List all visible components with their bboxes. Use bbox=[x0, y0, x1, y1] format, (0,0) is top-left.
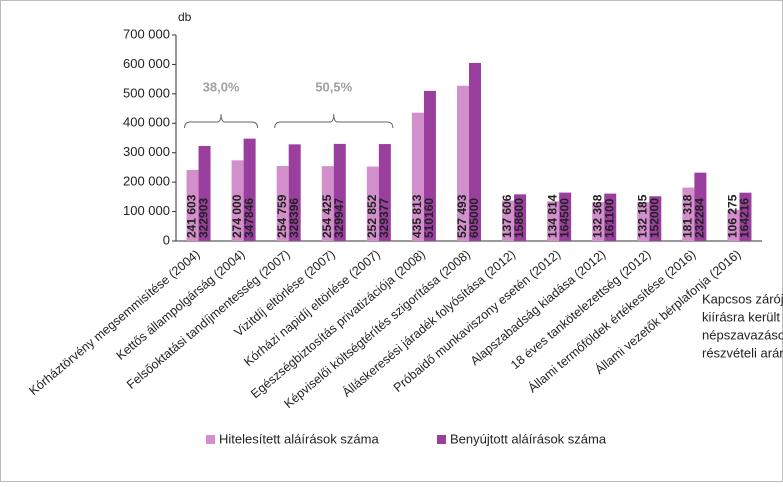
value-label: 322903 bbox=[197, 198, 211, 238]
bar bbox=[378, 144, 391, 241]
value-label: 132 185 bbox=[635, 194, 649, 238]
value-label: 232284 bbox=[693, 198, 707, 238]
bar bbox=[502, 200, 515, 241]
bar bbox=[411, 112, 424, 241]
y-tick-label: 500 000 bbox=[123, 85, 170, 100]
value-label: 527 493 bbox=[455, 194, 469, 238]
legend-swatch bbox=[206, 435, 215, 444]
value-label: 252 852 bbox=[365, 194, 379, 238]
note: részvételi aránya. bbox=[702, 345, 783, 360]
bar bbox=[276, 166, 289, 241]
bar bbox=[547, 201, 560, 241]
y-tick-label: 300 000 bbox=[123, 144, 170, 159]
y-tick-label: 200 000 bbox=[123, 174, 170, 189]
bar bbox=[604, 193, 617, 241]
bar bbox=[469, 62, 481, 242]
bar bbox=[649, 196, 662, 241]
bar bbox=[514, 194, 527, 241]
bracket bbox=[184, 113, 259, 129]
value-label: 329377 bbox=[377, 198, 391, 238]
bar bbox=[592, 202, 605, 241]
y-tick-label: 100 000 bbox=[123, 203, 170, 218]
y-tick-label: 400 000 bbox=[123, 115, 170, 130]
value-label: 347846 bbox=[242, 198, 256, 238]
y-unit: db bbox=[178, 10, 192, 24]
legend-swatch bbox=[437, 435, 446, 444]
value-label: 134 814 bbox=[545, 194, 559, 238]
annotation: 38,0% bbox=[203, 79, 240, 94]
value-label: 510160 bbox=[422, 198, 436, 238]
bar bbox=[423, 90, 436, 241]
value-label: 254 425 bbox=[320, 194, 334, 238]
value-label: 132 368 bbox=[590, 194, 604, 238]
bar bbox=[198, 145, 211, 241]
note: népszavazások bbox=[702, 327, 783, 342]
bar bbox=[559, 192, 572, 241]
bar bbox=[694, 172, 707, 241]
bar bbox=[637, 202, 650, 241]
bar bbox=[457, 85, 469, 241]
bar bbox=[333, 143, 346, 241]
value-label: 164216 bbox=[738, 198, 752, 238]
bar bbox=[186, 169, 199, 241]
value-label: 158600 bbox=[512, 198, 526, 238]
value-label: 435 813 bbox=[410, 194, 424, 238]
bar bbox=[727, 209, 740, 241]
bar bbox=[682, 187, 695, 241]
note: Kapcsos zárójel: a bbox=[702, 291, 783, 306]
y-tick-label: 700 000 bbox=[123, 26, 170, 41]
value-label: 605000 bbox=[467, 198, 481, 238]
value-label: 164500 bbox=[557, 198, 571, 238]
value-label: 241 603 bbox=[185, 194, 199, 238]
bar bbox=[288, 144, 301, 241]
bar bbox=[366, 166, 379, 241]
note: kiírásra került bbox=[702, 309, 780, 324]
bar bbox=[243, 138, 256, 241]
legend-label: Hitelesített aláírások száma bbox=[219, 431, 379, 446]
value-label: 274 000 bbox=[230, 194, 244, 238]
bar bbox=[321, 166, 334, 241]
value-label: 329947 bbox=[332, 198, 346, 238]
bracket bbox=[274, 113, 394, 129]
bar bbox=[231, 160, 244, 241]
bar bbox=[739, 192, 752, 241]
value-label: 161100 bbox=[602, 198, 616, 238]
legend-label: Benyújtott aláírások száma bbox=[450, 431, 607, 446]
value-label: 152000 bbox=[647, 198, 661, 238]
y-tick-label: 0 bbox=[163, 232, 170, 247]
annotation: 50,5% bbox=[315, 79, 352, 94]
value-label: 181 318 bbox=[681, 194, 695, 238]
value-label: 328396 bbox=[287, 198, 301, 238]
value-label: 106 275 bbox=[726, 194, 740, 238]
value-label: 137 606 bbox=[500, 194, 514, 238]
y-tick-label: 600 000 bbox=[123, 56, 170, 71]
value-label: 254 759 bbox=[275, 194, 289, 238]
